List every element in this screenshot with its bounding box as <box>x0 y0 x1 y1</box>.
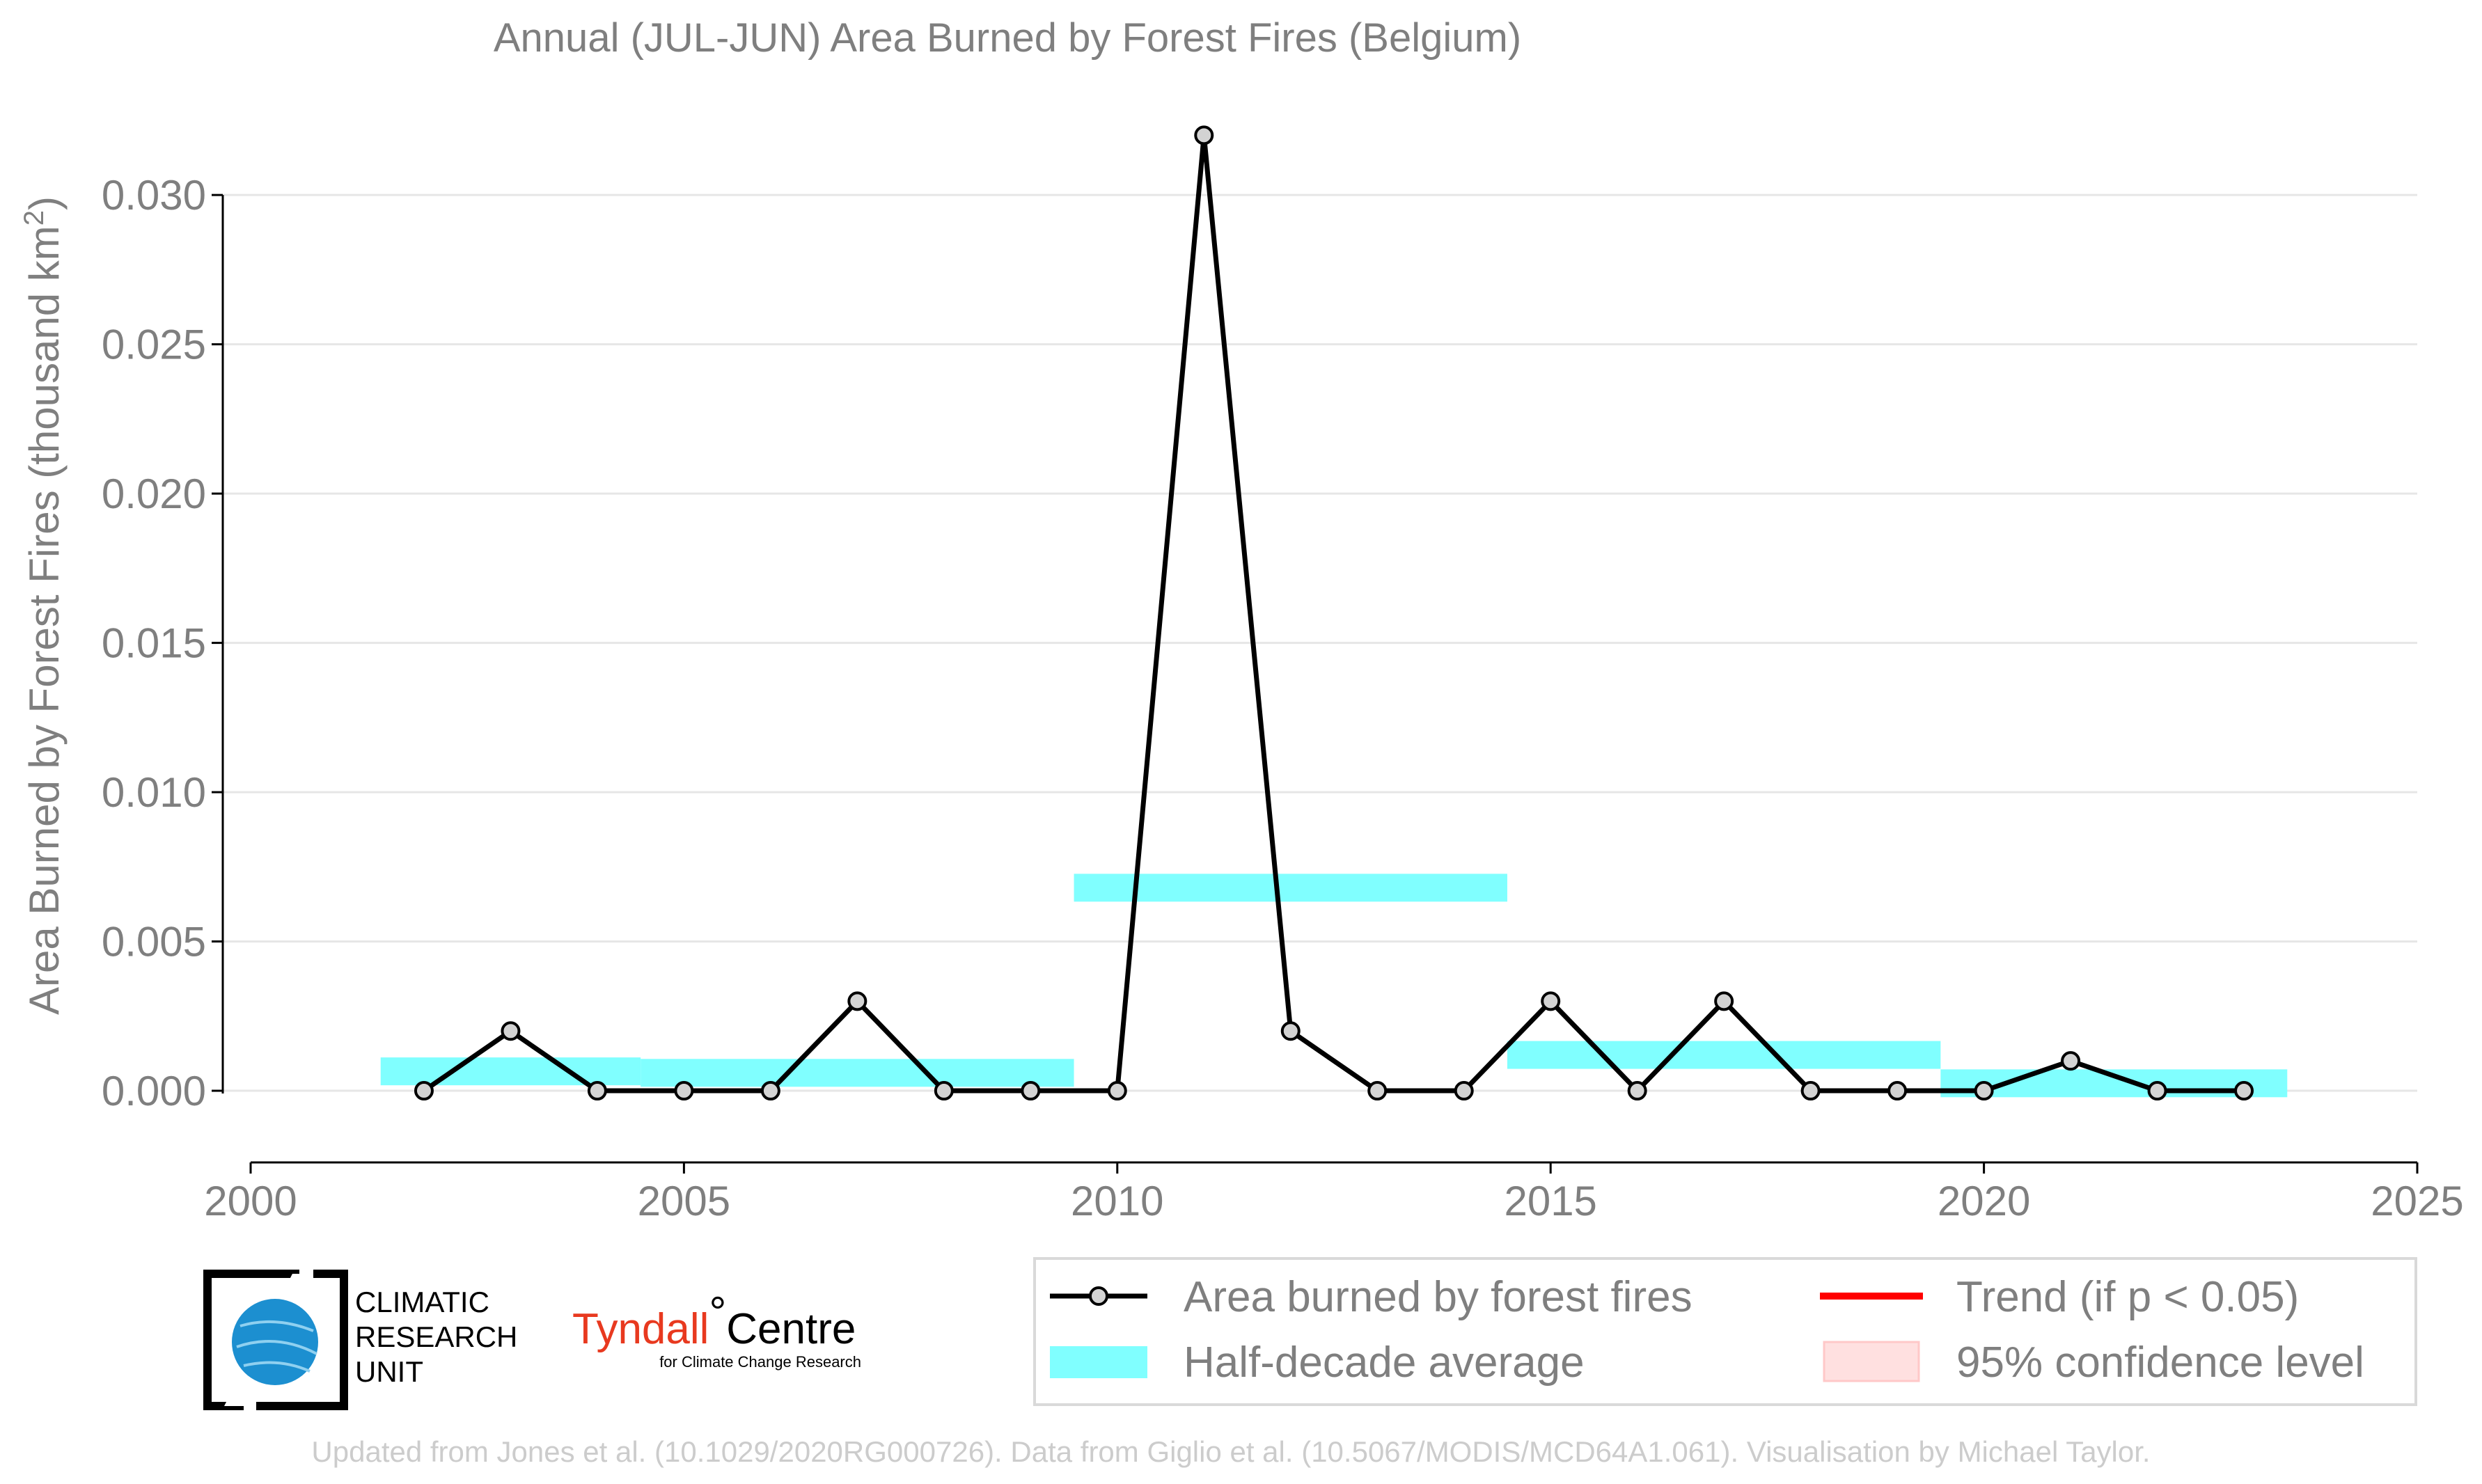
data-point <box>934 1081 954 1101</box>
data-point <box>674 1081 694 1101</box>
data-point <box>1627 1081 1647 1101</box>
x-tick-label: 2010 <box>1071 1178 1163 1224</box>
data-point <box>501 1021 521 1041</box>
x-tick-label: 2020 <box>1938 1178 2030 1224</box>
half-decade-band <box>1507 1041 1941 1069</box>
y-axis-label-superscript: 2 <box>19 210 49 226</box>
area-burned-line <box>423 132 2244 1094</box>
axes: 0.000 0.005 0.010 0.015 0.020 0.025 0.030 2000 2… <box>102 172 2464 1224</box>
data-point <box>1280 1021 1301 1041</box>
data-point <box>2061 1051 2081 1071</box>
data-point <box>847 991 867 1011</box>
y-axis-label-close: ) <box>21 196 68 210</box>
y-tick-label: 0.030 <box>102 172 206 219</box>
legend-box <box>1033 1257 2417 1406</box>
series-markers <box>414 125 2254 1101</box>
x-tick-label: 2005 <box>638 1178 730 1224</box>
y-tick-label: 0.000 <box>102 1068 206 1114</box>
data-point <box>587 1081 607 1101</box>
legend-band-swatch <box>1050 1346 1147 1378</box>
data-point <box>1714 991 1734 1011</box>
data-point <box>1541 991 1561 1011</box>
y-tick-label: 0.015 <box>102 620 206 667</box>
chart-title: Annual (JUL-JUN) Area Burned by Forest F… <box>494 15 1521 61</box>
legend-label-trend: Trend (if p < 0.05) <box>1956 1273 2299 1321</box>
data-point <box>1800 1081 1821 1101</box>
legend-marker-swatch <box>1089 1286 1108 1306</box>
tyndall-logo-degree: ° <box>709 1288 726 1336</box>
series-line <box>423 132 2244 1094</box>
y-tick-label: 0.010 <box>102 769 206 816</box>
data-point <box>1887 1081 1908 1101</box>
data-point <box>2234 1081 2254 1101</box>
legend-label-half-decade: Half-decade average <box>1184 1339 1585 1387</box>
legend-label-confidence: 95% confidence level <box>1956 1339 2364 1387</box>
tyndall-logo-black: Centre <box>726 1305 856 1353</box>
x-tick-label: 2025 <box>2371 1178 2463 1224</box>
data-point <box>1194 125 1214 145</box>
data-point <box>1974 1081 1994 1101</box>
data-point <box>760 1081 780 1101</box>
legend: Area burned by forest fires Trend (if p … <box>1033 1257 2417 1406</box>
y-tick-label: 0.020 <box>102 471 206 517</box>
data-point <box>1454 1081 1474 1101</box>
cru-logo: CLIMATIC RESEARCH UNIT <box>203 1270 517 1410</box>
x-tick-label: 2015 <box>1504 1178 1596 1224</box>
y-tick-label: 0.005 <box>102 919 206 965</box>
half-decade-band <box>641 1059 1074 1087</box>
tyndall-logo-subtitle: for Climate Change Research <box>659 1353 861 1371</box>
data-point <box>1107 1081 1127 1101</box>
cru-logo-line-2: RESEARCH <box>355 1320 517 1353</box>
data-point <box>414 1081 434 1101</box>
x-tick-label: 2000 <box>204 1178 297 1224</box>
tyndall-logo-red: Tyndall <box>572 1305 709 1353</box>
cru-logo-line-3: UNIT <box>355 1355 423 1388</box>
half-decade-band <box>380 1057 641 1086</box>
cru-logo-line-1: CLIMATIC <box>355 1286 489 1318</box>
gridlines <box>223 194 2417 1092</box>
legend-label-area-burned: Area burned by forest fires <box>1184 1273 1692 1321</box>
tyndall-logo-text: Tyndall°Centre <box>572 1288 856 1353</box>
data-point <box>1021 1081 1041 1101</box>
y-axis-label: Area Burned by Forest Fires (thousand km… <box>19 196 68 1015</box>
half-decade-band <box>1074 874 1507 902</box>
data-point <box>1367 1081 1388 1101</box>
legend-confidence-swatch <box>1823 1341 1920 1382</box>
y-tick-label: 0.025 <box>102 322 206 368</box>
footnote: Updated from Jones et al. (10.1029/2020R… <box>311 1435 2150 1468</box>
y-axis-label-main: Area Burned by Forest Fires (thousand km <box>21 226 68 1015</box>
tyndall-logo: Tyndall°Centre for Climate Change Resear… <box>572 1288 861 1371</box>
data-point <box>2147 1081 2167 1101</box>
